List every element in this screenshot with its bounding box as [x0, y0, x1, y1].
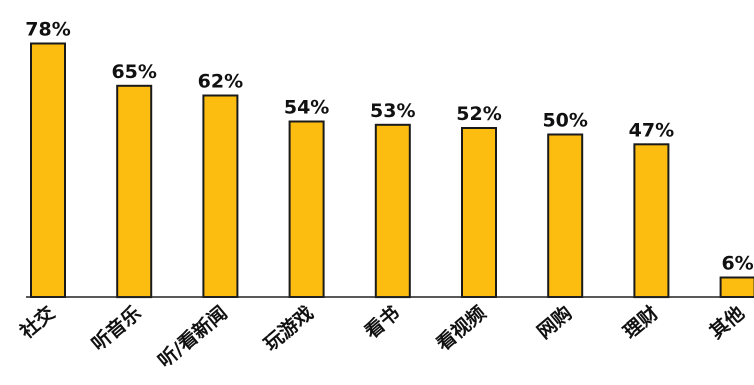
bar-6 — [461, 127, 497, 298]
category-label-4: 玩游戏 — [259, 301, 317, 355]
bar-9 — [719, 276, 754, 298]
category-label-5: 看书 — [360, 302, 404, 344]
bar-3 — [202, 94, 239, 298]
bar-2 — [116, 84, 153, 299]
bar-1 — [30, 42, 66, 298]
category-label-9: 其他 — [705, 301, 749, 343]
bar-7 — [547, 133, 584, 298]
value-label-8: 47% — [629, 119, 674, 141]
value-label-5: 53% — [370, 100, 415, 122]
value-labels-layer: 78% 65% 62% 54% 53% 52% 50% 47% 6% — [25, 19, 753, 275]
category-label-8: 理财 — [619, 301, 663, 343]
value-label-2: 65% — [111, 61, 156, 83]
category-label-3: 听/看新闻 — [153, 301, 231, 372]
bar-5 — [374, 123, 411, 299]
value-label-6: 52% — [456, 103, 501, 125]
value-label-3: 62% — [198, 71, 243, 93]
category-label-1: 社交 — [15, 301, 60, 344]
bar-8 — [633, 143, 670, 299]
bars-layer — [30, 42, 754, 299]
category-label-7: 网购 — [533, 301, 577, 343]
bar-4 — [288, 120, 325, 298]
value-label-4: 54% — [284, 97, 329, 119]
value-label-9: 6% — [721, 253, 753, 275]
value-label-1: 78% — [25, 19, 70, 41]
category-label-6: 看视频 — [431, 301, 490, 356]
category-labels-layer: 社交 听音乐 听/看新闻 玩游戏 看书 看视频 网购 理财 其他 — [15, 301, 749, 372]
value-label-7: 50% — [542, 110, 587, 132]
category-label-2: 听音乐 — [87, 301, 145, 355]
